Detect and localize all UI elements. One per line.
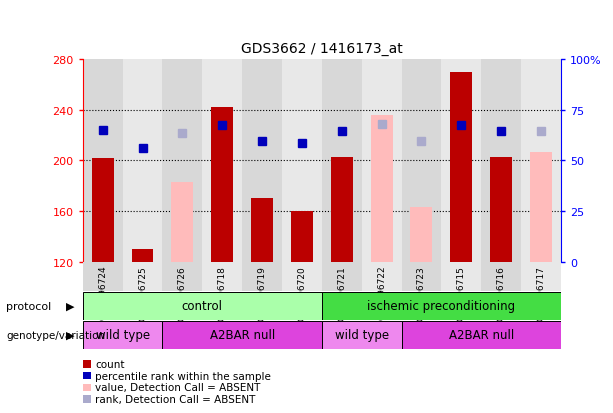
Bar bbox=[521, 60, 561, 262]
Bar bbox=[172, 183, 193, 262]
Text: control: control bbox=[182, 299, 223, 313]
Bar bbox=[371, 116, 392, 262]
Bar bbox=[162, 321, 322, 349]
Text: GSM496715: GSM496715 bbox=[457, 265, 466, 320]
Bar bbox=[402, 262, 441, 291]
Bar bbox=[242, 262, 282, 291]
Bar bbox=[481, 60, 521, 262]
Text: GSM496723: GSM496723 bbox=[417, 265, 426, 320]
Text: GSM496719: GSM496719 bbox=[257, 265, 267, 320]
Bar bbox=[282, 60, 322, 262]
Text: GSM496716: GSM496716 bbox=[497, 265, 506, 320]
Bar bbox=[123, 262, 162, 291]
Bar bbox=[411, 208, 432, 262]
Bar bbox=[362, 262, 402, 291]
Text: GSM496717: GSM496717 bbox=[536, 265, 546, 320]
Text: GSM496725: GSM496725 bbox=[138, 265, 147, 320]
Text: GSM496718: GSM496718 bbox=[218, 265, 227, 320]
Bar bbox=[441, 262, 481, 291]
Bar bbox=[242, 60, 282, 262]
Bar bbox=[202, 262, 242, 291]
Text: GSM496726: GSM496726 bbox=[178, 265, 187, 320]
Bar bbox=[322, 292, 561, 320]
Text: ▶: ▶ bbox=[66, 301, 75, 311]
Text: percentile rank within the sample: percentile rank within the sample bbox=[95, 371, 271, 381]
Bar bbox=[282, 262, 322, 291]
Bar bbox=[530, 152, 552, 262]
Text: GSM496722: GSM496722 bbox=[377, 265, 386, 320]
Bar bbox=[481, 262, 521, 291]
Bar bbox=[521, 262, 561, 291]
Text: A2BAR null: A2BAR null bbox=[210, 328, 275, 342]
Bar bbox=[291, 211, 313, 262]
Bar bbox=[162, 262, 202, 291]
Text: wild type: wild type bbox=[335, 328, 389, 342]
Bar bbox=[451, 73, 472, 262]
Bar bbox=[83, 321, 162, 349]
Bar bbox=[83, 262, 123, 291]
Bar bbox=[83, 60, 123, 262]
Bar bbox=[402, 60, 441, 262]
Bar bbox=[362, 60, 402, 262]
Text: GSM496724: GSM496724 bbox=[98, 265, 107, 320]
Bar bbox=[322, 262, 362, 291]
Bar bbox=[92, 159, 113, 262]
Text: GSM496721: GSM496721 bbox=[337, 265, 346, 320]
Text: ▶: ▶ bbox=[66, 330, 75, 340]
Bar bbox=[331, 157, 352, 262]
Bar bbox=[322, 321, 402, 349]
Bar bbox=[441, 60, 481, 262]
Bar bbox=[211, 108, 233, 262]
Bar bbox=[251, 199, 273, 262]
Text: protocol: protocol bbox=[6, 301, 51, 311]
Bar bbox=[83, 292, 322, 320]
Text: value, Detection Call = ABSENT: value, Detection Call = ABSENT bbox=[95, 382, 261, 392]
Text: wild type: wild type bbox=[96, 328, 150, 342]
Text: count: count bbox=[95, 359, 124, 369]
Bar bbox=[132, 249, 153, 262]
Text: rank, Detection Call = ABSENT: rank, Detection Call = ABSENT bbox=[95, 394, 256, 404]
Text: genotype/variation: genotype/variation bbox=[6, 330, 105, 340]
Bar bbox=[322, 60, 362, 262]
Bar bbox=[123, 60, 162, 262]
Text: ischemic preconditioning: ischemic preconditioning bbox=[367, 299, 516, 313]
Text: A2BAR null: A2BAR null bbox=[449, 328, 514, 342]
Bar bbox=[162, 60, 202, 262]
Title: GDS3662 / 1416173_at: GDS3662 / 1416173_at bbox=[241, 42, 403, 56]
Bar bbox=[402, 321, 561, 349]
Text: GSM496720: GSM496720 bbox=[297, 265, 306, 320]
Bar bbox=[490, 157, 512, 262]
Bar bbox=[202, 60, 242, 262]
